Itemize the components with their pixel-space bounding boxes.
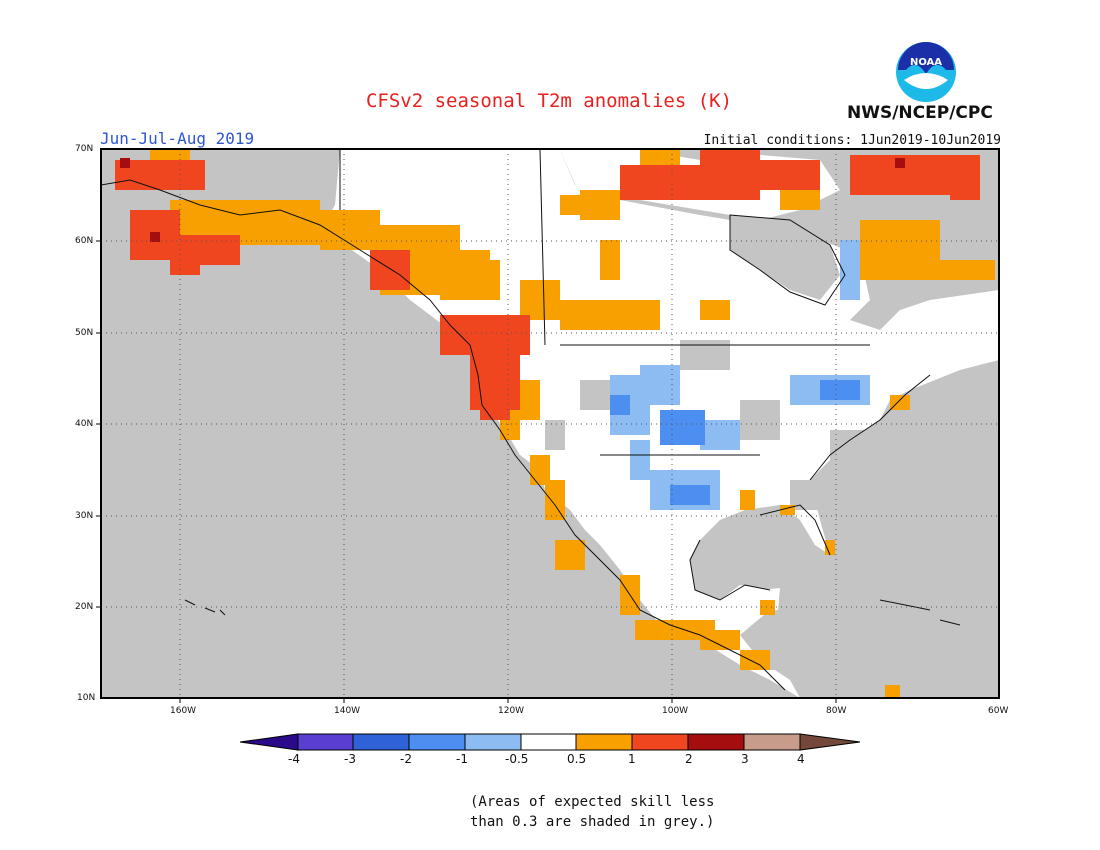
colorbar-label: -4	[288, 752, 300, 766]
colorbar	[240, 733, 861, 751]
organization-label: NWS/NCEP/CPC	[847, 103, 993, 123]
colorbar-label: 4	[797, 752, 805, 766]
colorbar-label: 2	[685, 752, 693, 766]
colorbar-label: 3	[741, 752, 749, 766]
skill-note: (Areas of expected skill less than 0.3 a…	[470, 792, 714, 832]
colorbar-label: -0.5	[505, 752, 529, 766]
colorbar-label: 1	[628, 752, 636, 766]
noaa-logo-icon: NOAA	[896, 42, 956, 102]
lon-label: 60W	[988, 706, 1009, 716]
colorbar-label: 0.5	[567, 752, 587, 766]
season-label: Jun-Jul-Aug 2019	[100, 129, 255, 148]
skill-note-line: than 0.3 are shaded in grey.)	[470, 814, 715, 830]
colorbar-label: -1	[456, 752, 468, 766]
lon-label: 120W	[498, 706, 525, 716]
skill-note-line: (Areas of expected skill less	[470, 794, 715, 810]
lat-label: 50N	[75, 328, 94, 338]
lat-label: 20N	[75, 602, 94, 612]
coastlines	[101, 149, 961, 691]
logo-text: NOAA	[910, 57, 942, 68]
warm-anomaly-dark-red	[120, 158, 905, 242]
lat-label: 70N	[75, 144, 94, 154]
colorbar-arrow-high	[799, 733, 861, 751]
axis-ticks	[96, 240, 837, 703]
lat-label: 10N	[77, 693, 96, 703]
low-skill-patches	[545, 340, 870, 670]
lat-label: 60N	[75, 236, 94, 246]
warm-anomaly-orange	[150, 150, 995, 698]
lat-label: 30N	[75, 511, 94, 521]
cool-anomaly-medium	[610, 380, 860, 505]
lon-label: 160W	[170, 706, 197, 716]
map-title: CFSv2 seasonal T2m anomalies (K)	[365, 90, 733, 112]
lon-label: 140W	[334, 706, 361, 716]
lat-label: 40N	[75, 419, 94, 429]
colorbar-label: -3	[344, 752, 356, 766]
colorbar-arrow-low	[240, 733, 299, 751]
lon-label: 100W	[662, 706, 689, 716]
initial-conditions-label: Initial conditions: 1Jun2019-10Jun2019	[703, 133, 1001, 148]
colorbar-label: -2	[400, 752, 412, 766]
lon-label: 80W	[826, 706, 847, 716]
